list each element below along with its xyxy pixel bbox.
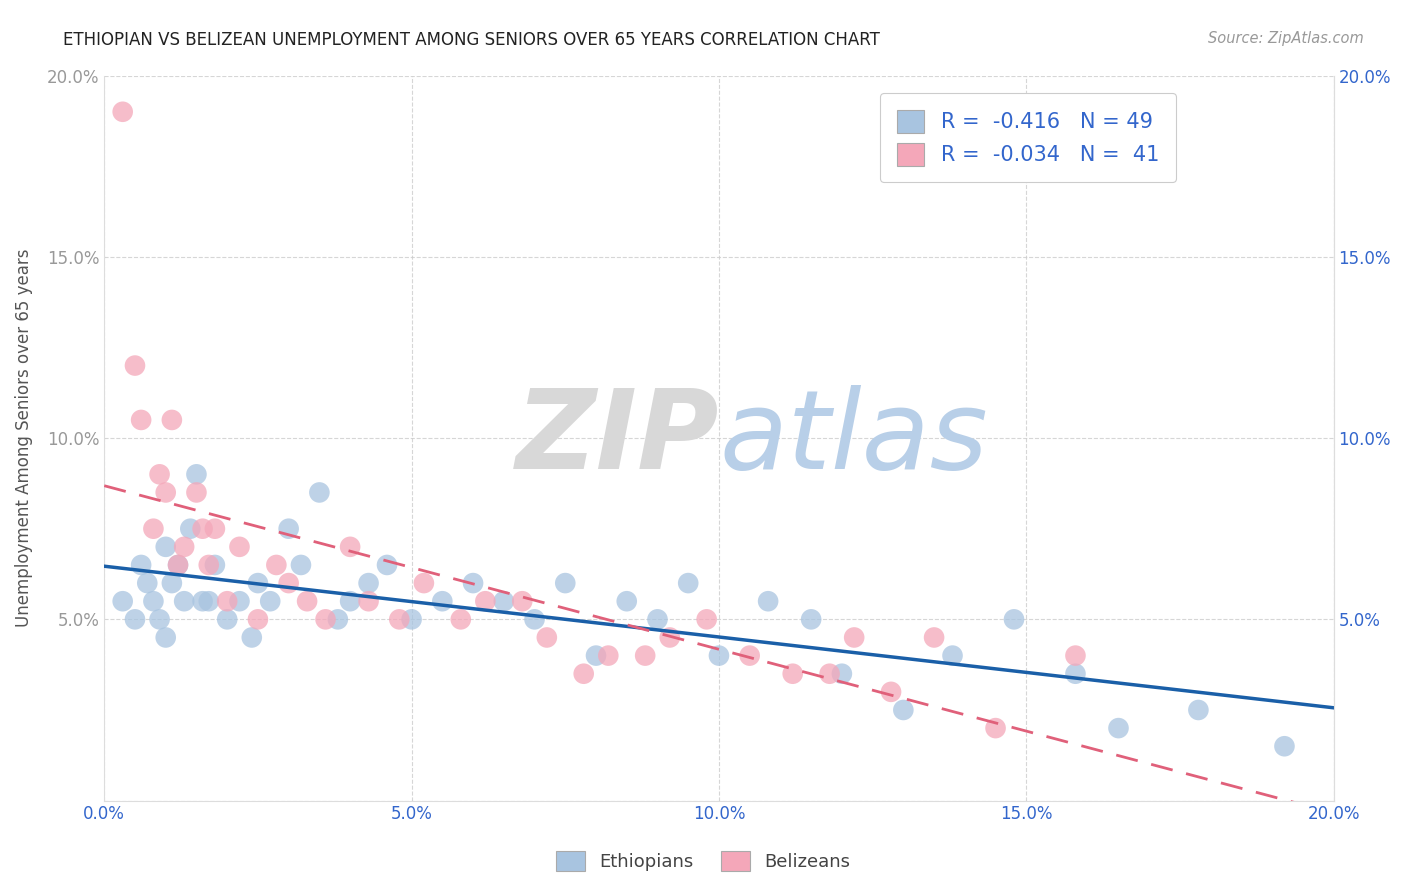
Point <box>315 612 337 626</box>
Y-axis label: Unemployment Among Seniors over 65 years: Unemployment Among Seniors over 65 years <box>15 249 32 627</box>
Point <box>246 576 269 591</box>
Legend: Ethiopians, Belizeans: Ethiopians, Belizeans <box>548 844 858 879</box>
Point <box>148 612 170 626</box>
Point <box>240 631 263 645</box>
Point <box>800 612 823 626</box>
Point <box>647 612 669 626</box>
Point <box>339 540 361 554</box>
Point <box>167 558 190 572</box>
Point <box>357 576 380 591</box>
Point <box>388 612 411 626</box>
Point <box>554 576 576 591</box>
Point <box>290 558 312 572</box>
Point <box>1187 703 1209 717</box>
Point <box>124 612 146 626</box>
Point <box>160 576 183 591</box>
Point <box>1002 612 1025 626</box>
Point <box>191 522 214 536</box>
Point <box>204 558 226 572</box>
Text: atlas: atlas <box>718 384 987 491</box>
Legend: R =  -0.416   N = 49, R =  -0.034   N =  41: R = -0.416 N = 49, R = -0.034 N = 41 <box>880 93 1175 182</box>
Point <box>782 666 804 681</box>
Point <box>339 594 361 608</box>
Point <box>658 631 681 645</box>
Point <box>136 576 159 591</box>
Point <box>155 485 177 500</box>
Point <box>1108 721 1130 735</box>
Text: Source: ZipAtlas.com: Source: ZipAtlas.com <box>1208 31 1364 46</box>
Point <box>634 648 657 663</box>
Point <box>111 594 134 608</box>
Point <box>277 576 299 591</box>
Point <box>696 612 718 626</box>
Point <box>738 648 761 663</box>
Point <box>111 104 134 119</box>
Point <box>1064 648 1087 663</box>
Point <box>450 612 472 626</box>
Point <box>197 594 219 608</box>
Point <box>707 648 730 663</box>
Point <box>598 648 620 663</box>
Point <box>129 558 152 572</box>
Point <box>676 576 699 591</box>
Point <box>1274 739 1296 754</box>
Text: ETHIOPIAN VS BELIZEAN UNEMPLOYMENT AMONG SENIORS OVER 65 YEARS CORRELATION CHART: ETHIOPIAN VS BELIZEAN UNEMPLOYMENT AMONG… <box>63 31 880 49</box>
Point <box>173 540 195 554</box>
Point <box>148 467 170 482</box>
Point <box>756 594 779 608</box>
Point <box>461 576 484 591</box>
Point <box>941 648 963 663</box>
Point <box>401 612 423 626</box>
Point <box>160 413 183 427</box>
Point <box>259 594 281 608</box>
Point <box>191 594 214 608</box>
Point <box>492 594 515 608</box>
Point <box>124 359 146 373</box>
Point <box>277 522 299 536</box>
Point <box>228 540 250 554</box>
Point <box>922 631 945 645</box>
Point <box>616 594 638 608</box>
Point <box>217 612 239 626</box>
Point <box>179 522 201 536</box>
Point <box>510 594 533 608</box>
Point <box>308 485 330 500</box>
Point <box>572 666 595 681</box>
Point <box>186 485 208 500</box>
Point <box>129 413 152 427</box>
Point <box>142 522 165 536</box>
Point <box>186 467 208 482</box>
Point <box>228 594 250 608</box>
Point <box>474 594 496 608</box>
Point <box>295 594 318 608</box>
Point <box>197 558 219 572</box>
Point <box>375 558 398 572</box>
Point <box>246 612 269 626</box>
Point <box>155 631 177 645</box>
Point <box>585 648 607 663</box>
Point <box>984 721 1007 735</box>
Point <box>357 594 380 608</box>
Point <box>432 594 454 608</box>
Point <box>891 703 914 717</box>
Point <box>155 540 177 554</box>
Point <box>844 631 866 645</box>
Point <box>880 685 903 699</box>
Point <box>142 594 165 608</box>
Point <box>831 666 853 681</box>
Point <box>412 576 434 591</box>
Point <box>523 612 546 626</box>
Point <box>818 666 841 681</box>
Point <box>1064 666 1087 681</box>
Point <box>536 631 558 645</box>
Text: ZIP: ZIP <box>516 384 718 491</box>
Point <box>204 522 226 536</box>
Point <box>326 612 349 626</box>
Point <box>217 594 239 608</box>
Point <box>167 558 190 572</box>
Point <box>266 558 288 572</box>
Point <box>173 594 195 608</box>
